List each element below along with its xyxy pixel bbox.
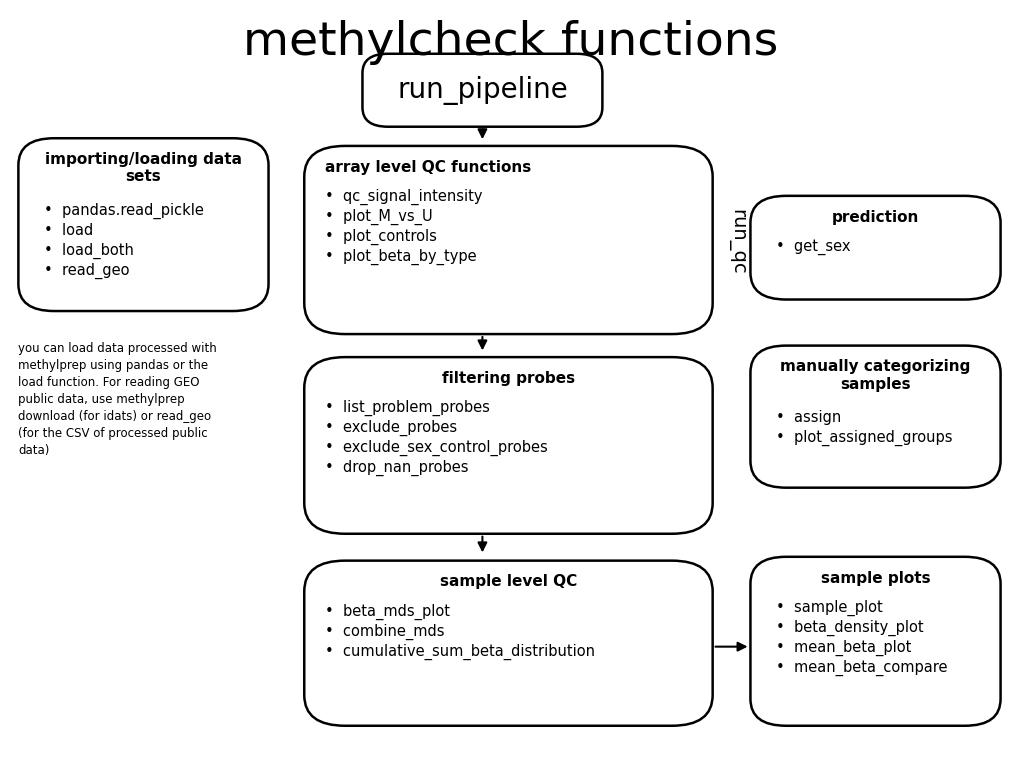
Text: •  pandas.read_pickle: • pandas.read_pickle bbox=[44, 203, 204, 219]
Text: •  sample_plot: • sample_plot bbox=[776, 600, 883, 616]
Text: •  qc_signal_intensity: • qc_signal_intensity bbox=[325, 189, 482, 205]
Text: •  cumulative_sum_beta_distribution: • cumulative_sum_beta_distribution bbox=[325, 644, 594, 660]
Text: •  exclude_sex_control_probes: • exclude_sex_control_probes bbox=[325, 440, 547, 456]
Text: •  combine_mds: • combine_mds bbox=[325, 624, 444, 640]
Text: run_qc: run_qc bbox=[728, 209, 746, 275]
Text: manually categorizing
samples: manually categorizing samples bbox=[780, 359, 971, 392]
Text: you can load data processed with
methylprep using pandas or the
load function. F: you can load data processed with methylp… bbox=[18, 342, 217, 457]
Text: •  load_both: • load_both bbox=[44, 243, 134, 259]
FancyBboxPatch shape bbox=[750, 346, 1001, 488]
FancyBboxPatch shape bbox=[362, 54, 602, 127]
Text: •  read_geo: • read_geo bbox=[44, 263, 130, 279]
Text: array level QC functions: array level QC functions bbox=[325, 160, 531, 175]
Text: •  plot_controls: • plot_controls bbox=[325, 229, 437, 245]
Text: •  drop_nan_probes: • drop_nan_probes bbox=[325, 460, 469, 476]
Text: prediction: prediction bbox=[832, 210, 919, 225]
Text: •  mean_beta_plot: • mean_beta_plot bbox=[776, 640, 912, 656]
Text: filtering probes: filtering probes bbox=[442, 371, 575, 386]
Text: sample plots: sample plots bbox=[821, 571, 930, 586]
FancyBboxPatch shape bbox=[750, 557, 1001, 726]
Text: •  plot_M_vs_U: • plot_M_vs_U bbox=[325, 209, 432, 225]
Text: •  assign: • assign bbox=[776, 410, 841, 425]
Text: methylcheck functions: methylcheck functions bbox=[243, 20, 778, 65]
Text: •  exclude_probes: • exclude_probes bbox=[325, 420, 456, 436]
Text: sample level QC: sample level QC bbox=[440, 574, 577, 590]
FancyBboxPatch shape bbox=[18, 138, 269, 311]
Text: •  beta_mds_plot: • beta_mds_plot bbox=[325, 604, 449, 620]
Text: •  plot_assigned_groups: • plot_assigned_groups bbox=[776, 430, 953, 446]
FancyBboxPatch shape bbox=[750, 196, 1001, 300]
Text: •  plot_beta_by_type: • plot_beta_by_type bbox=[325, 249, 477, 265]
FancyBboxPatch shape bbox=[304, 146, 713, 334]
Text: •  mean_beta_compare: • mean_beta_compare bbox=[776, 660, 947, 676]
Text: •  load: • load bbox=[44, 223, 93, 238]
Text: importing/loading data
sets: importing/loading data sets bbox=[45, 152, 242, 184]
FancyBboxPatch shape bbox=[304, 561, 713, 726]
Text: •  get_sex: • get_sex bbox=[776, 239, 850, 254]
Text: •  beta_density_plot: • beta_density_plot bbox=[776, 620, 924, 636]
Text: run_pipeline: run_pipeline bbox=[397, 76, 568, 104]
FancyBboxPatch shape bbox=[304, 357, 713, 534]
Text: •  list_problem_probes: • list_problem_probes bbox=[325, 400, 489, 416]
